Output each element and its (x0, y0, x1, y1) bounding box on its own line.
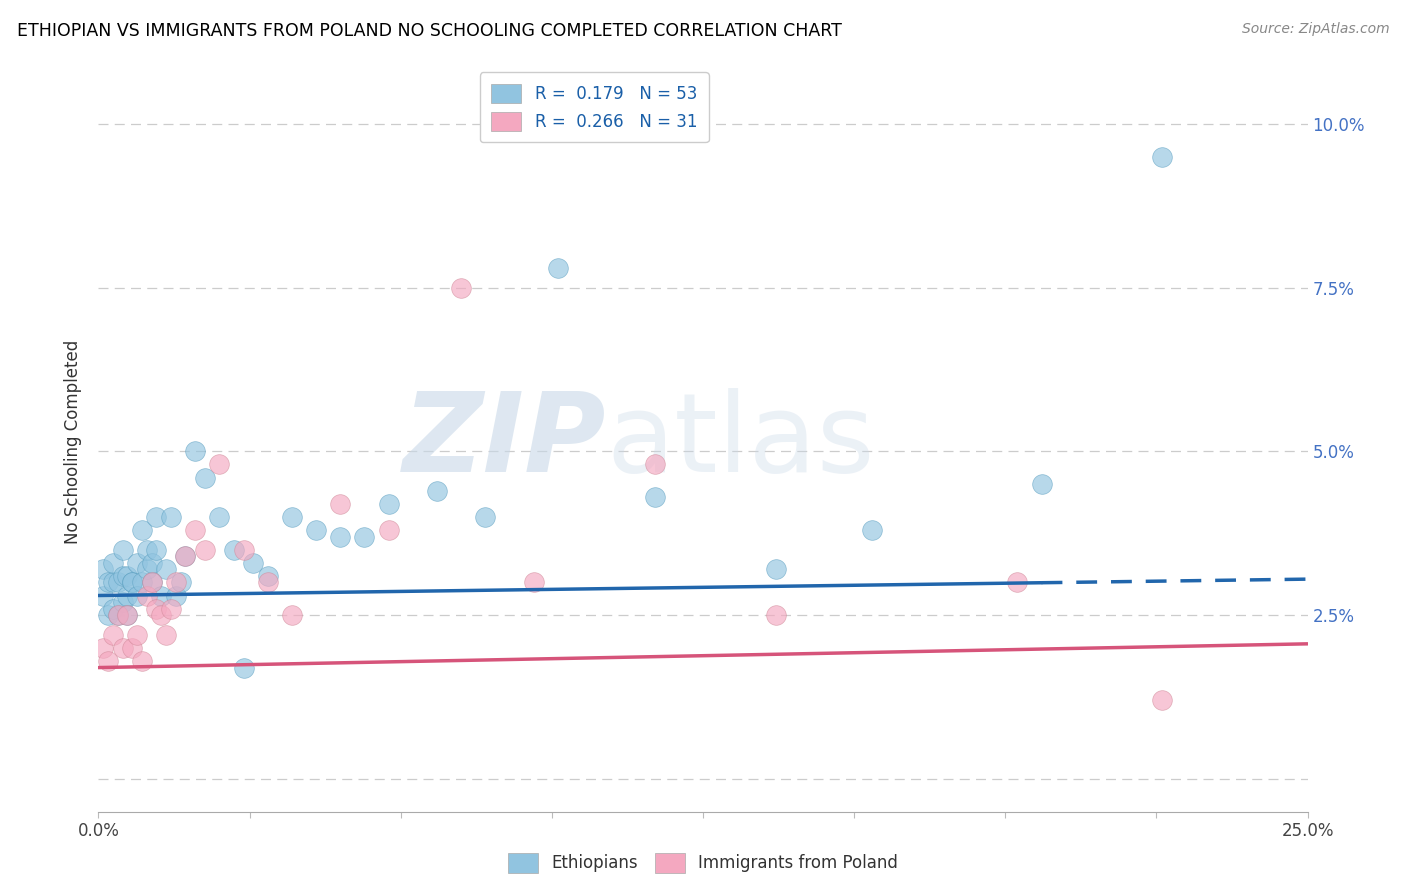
Point (141, 556, 163, 570)
Point (145, 509, 167, 524)
Point (165, 589, 187, 603)
Point (101, 601, 124, 615)
Point (135, 562, 157, 576)
Text: atlas: atlas (606, 388, 875, 495)
Point (194, 470, 217, 484)
Point (111, 569, 134, 583)
Point (101, 556, 124, 570)
Text: ETHIOPIAN VS IMMIGRANTS FROM POLAND NO SCHOOLING COMPLETED CORRELATION CHART: ETHIOPIAN VS IMMIGRANTS FROM POLAND NO S… (17, 22, 842, 40)
Text: Source: ZipAtlas.com: Source: ZipAtlas.com (1241, 22, 1389, 37)
Point (184, 444, 207, 458)
Point (644, 458, 666, 472)
Point (169, 575, 191, 590)
Legend: Ethiopians, Immigrants from Poland: Ethiopians, Immigrants from Poland (502, 847, 904, 880)
Point (131, 523, 153, 537)
Point (121, 640, 143, 655)
Point (117, 589, 139, 603)
Point (97, 575, 120, 590)
Point (256, 575, 278, 590)
Point (107, 608, 129, 623)
Point (329, 530, 352, 544)
Point (127, 556, 149, 570)
Point (107, 575, 129, 590)
Point (150, 608, 173, 623)
Point (121, 575, 143, 590)
Point (145, 601, 167, 615)
Point (135, 589, 157, 603)
Point (127, 589, 149, 603)
Point (160, 601, 183, 615)
Point (1007, 575, 1029, 590)
Y-axis label: No Schooling Completed: No Schooling Completed (65, 340, 83, 543)
Point (121, 575, 143, 590)
Point (91, 640, 114, 655)
Point (184, 523, 207, 537)
Point (1152, 693, 1174, 707)
Point (208, 509, 231, 524)
Point (127, 628, 149, 642)
Point (222, 542, 245, 557)
Point (377, 523, 399, 537)
Point (131, 654, 153, 668)
Point (97, 654, 120, 668)
Point (91, 589, 114, 603)
Point (111, 595, 134, 609)
Point (242, 556, 264, 570)
Point (765, 608, 787, 623)
Point (111, 542, 134, 557)
Point (474, 509, 496, 524)
Text: ZIP: ZIP (402, 388, 606, 495)
Point (281, 608, 304, 623)
Point (523, 575, 546, 590)
Point (174, 549, 197, 564)
Point (256, 569, 278, 583)
Point (117, 608, 139, 623)
Point (765, 562, 787, 576)
Point (141, 575, 163, 590)
Point (644, 490, 666, 504)
Point (281, 509, 304, 524)
Point (91, 562, 114, 576)
Point (101, 575, 124, 590)
Point (111, 640, 134, 655)
Point (450, 280, 472, 294)
Point (1152, 149, 1174, 163)
Point (232, 542, 254, 557)
Point (208, 458, 231, 472)
Point (232, 660, 254, 674)
Point (117, 569, 139, 583)
Point (145, 542, 167, 557)
Point (329, 497, 352, 511)
Point (165, 575, 187, 590)
Point (155, 628, 177, 642)
Legend: R =  0.179   N = 53, R =  0.266   N = 31: R = 0.179 N = 53, R = 0.266 N = 31 (479, 72, 709, 143)
Point (194, 542, 217, 557)
Point (135, 542, 157, 557)
Point (1031, 477, 1053, 491)
Point (155, 562, 177, 576)
Point (860, 523, 883, 537)
Point (150, 589, 173, 603)
Point (117, 608, 139, 623)
Point (305, 523, 328, 537)
Point (547, 260, 569, 275)
Point (353, 530, 375, 544)
Point (101, 628, 124, 642)
Point (141, 575, 163, 590)
Point (97, 608, 120, 623)
Point (174, 549, 197, 564)
Point (131, 575, 153, 590)
Point (107, 608, 129, 623)
Point (160, 509, 183, 524)
Point (377, 497, 399, 511)
Point (426, 483, 449, 498)
